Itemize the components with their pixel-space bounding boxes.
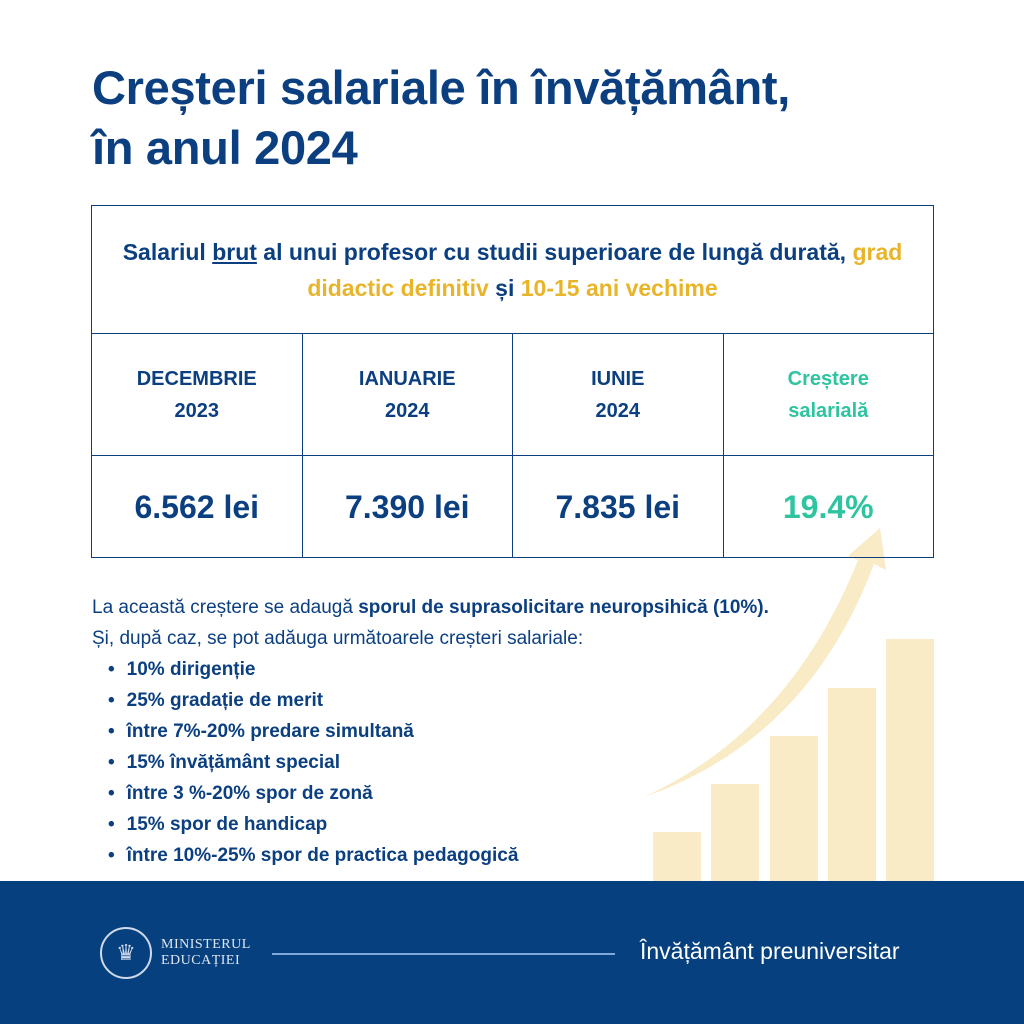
decor-bar — [770, 736, 818, 881]
caption-text: al unui profesor cu studii superioare de… — [256, 238, 853, 265]
list-item: între 10%-25% spor de practica pedagogic… — [108, 840, 769, 871]
page-title: Creșteri salariale în învățământ, în anu… — [92, 58, 790, 178]
header-line: IUNIE — [591, 367, 645, 390]
notes-text: La această creștere se adaugă — [92, 597, 359, 618]
header-line: Creștere — [787, 367, 869, 390]
title-line-1: Creșteri salariale în învățământ, — [92, 61, 791, 114]
header-line: 2024 — [384, 399, 430, 422]
list-item: între 3 %-20% spor de zonă — [108, 778, 769, 809]
bonus-list: 10% dirigenție 25% gradație de merit înt… — [108, 654, 769, 871]
salary-value: 7.835 lei — [513, 456, 724, 558]
column-header: IUNIE 2024 — [513, 334, 724, 455]
list-item: 25% gradație de merit — [108, 685, 769, 716]
caption-highlight: grad didactic definitiv — [307, 238, 903, 301]
title-line-2: în anul 2024 — [92, 121, 358, 174]
government-seal-icon: ♛ — [100, 927, 152, 979]
column-header-growth: Creștere salarială — [724, 334, 934, 455]
header-row: DECEMBRIE 2023 IANUARIE 2024 IUNIE 2024 Cre… — [92, 334, 933, 456]
footer — [0, 881, 1024, 1024]
header-line: 2024 — [595, 399, 641, 422]
value-row: 6.562 lei 7.390 lei 7.835 lei 19.4% — [92, 456, 933, 558]
salary-value: 7.390 lei — [303, 456, 513, 558]
table-caption: Salariul brut al unui profesor cu studii… — [92, 206, 933, 334]
list-item: 10% dirigenție — [108, 654, 769, 685]
header-line: 2023 — [174, 399, 219, 422]
decor-bar — [886, 639, 934, 881]
notes-line-2: Și, după caz, se pot adăuga următoarele … — [92, 628, 584, 649]
decor-bar — [828, 688, 876, 881]
list-item: 15% spor de handicap — [108, 809, 769, 840]
header-line: DECEMBRIE — [136, 367, 257, 390]
header-line: IANUARIE — [358, 367, 456, 390]
caption-underlined: brut — [212, 238, 257, 265]
column-header: IANUARIE 2024 — [303, 334, 513, 455]
salary-value: 6.562 lei — [92, 456, 303, 558]
list-item: între 7%-20% predare simultană — [108, 716, 769, 747]
caption-highlight: 10-15 ani vechime — [520, 274, 718, 301]
footer-divider — [272, 953, 615, 955]
ministry-logo-text: MINISTERUL EDUCAȚIEI — [161, 937, 251, 969]
ministry-line: EDUCAȚIEI — [161, 953, 241, 968]
caption-text: Salariul — [122, 238, 213, 265]
notes-bold: sporul de suprasolicitare neuropsihică (… — [358, 597, 769, 618]
footer-tagline: Învățământ preuniversitar — [640, 938, 900, 964]
header-line: salarială — [788, 399, 869, 422]
notes-line-1: La această creștere se adaugă sporul de … — [92, 592, 769, 623]
list-item: 15% învățământ special — [108, 747, 769, 778]
notes: La această creștere se adaugă sporul de … — [92, 592, 769, 871]
growth-value: 19.4% — [782, 488, 874, 525]
caption-text: și — [488, 274, 521, 301]
ministry-line: MINISTERUL — [161, 937, 251, 952]
column-header: DECEMBRIE 2023 — [92, 334, 303, 455]
salary-table: Salariul brut al unui profesor cu studii… — [91, 205, 934, 558]
